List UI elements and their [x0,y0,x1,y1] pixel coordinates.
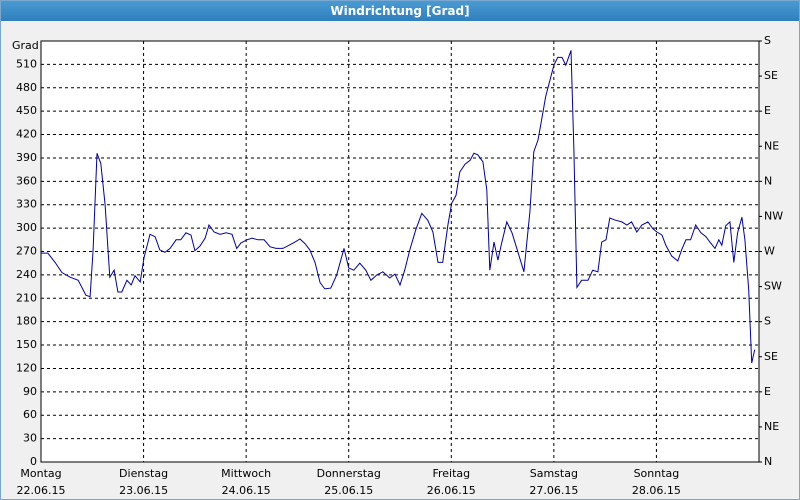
x-tick-label: Donnerstag [317,467,381,480]
y2-tick-label: S [764,34,771,47]
y-tick-label: 360 [16,174,37,187]
y2-tick-label: N [764,174,772,187]
y-axis-label: Grad [12,39,39,52]
y2-tick-label: SE [764,69,778,82]
x-tick-label: Montag [20,467,61,480]
title-bar: Windrichtung [Grad] [1,1,799,21]
y-tick-label: 390 [16,151,37,164]
x-tick-label: 23.06.15 [119,484,168,497]
x-tick-label: 28.06.15 [632,484,681,497]
x-tick-label: 26.06.15 [427,484,476,497]
y-tick-label: 90 [23,385,37,398]
y-tick-label: 120 [16,361,37,374]
y2-tick-label: SE [764,350,778,363]
y-tick-label: 150 [16,338,37,351]
y-tick-label: 60 [23,408,37,421]
y-tick-label: 0 [30,455,37,468]
y-tick-label: 180 [16,315,37,328]
x-tick-label: Sonntag [634,467,680,480]
y-tick-label: 210 [16,291,37,304]
y2-tick-label: NE [764,139,779,152]
y-tick-label: 270 [16,245,37,258]
y2-tick-label: E [764,104,771,117]
y2-tick-label: NE [764,420,779,433]
x-tick-label: 22.06.15 [17,484,66,497]
y-tick-label: 420 [16,128,37,141]
y2-tick-label: NW [764,209,783,222]
plot-area [40,40,760,463]
x-tick-label: 25.06.15 [324,484,373,497]
x-tick-label: Dienstag [119,467,168,480]
x-tick-label: Samstag [530,467,578,480]
y2-tick-label: N [764,455,772,468]
x-tick-label: Mittwoch [221,467,271,480]
y-tick-label: 30 [23,432,37,445]
x-tick-label: Freitag [432,467,470,480]
y2-tick-label: SW [764,280,782,293]
y2-tick-label: E [764,385,771,398]
y-tick-label: 510 [16,57,37,70]
y2-tick-label: S [764,315,771,328]
line [41,50,756,364]
y2-tick-label: W [764,245,775,258]
y-tick-label: 240 [16,268,37,281]
x-tick-label: 27.06.15 [529,484,578,497]
y-tick-label: 300 [16,221,37,234]
y-tick-label: 480 [16,81,37,94]
y-tick-label: 330 [16,198,37,211]
y-tick-label: 450 [16,104,37,117]
x-tick-label: 24.06.15 [222,484,271,497]
